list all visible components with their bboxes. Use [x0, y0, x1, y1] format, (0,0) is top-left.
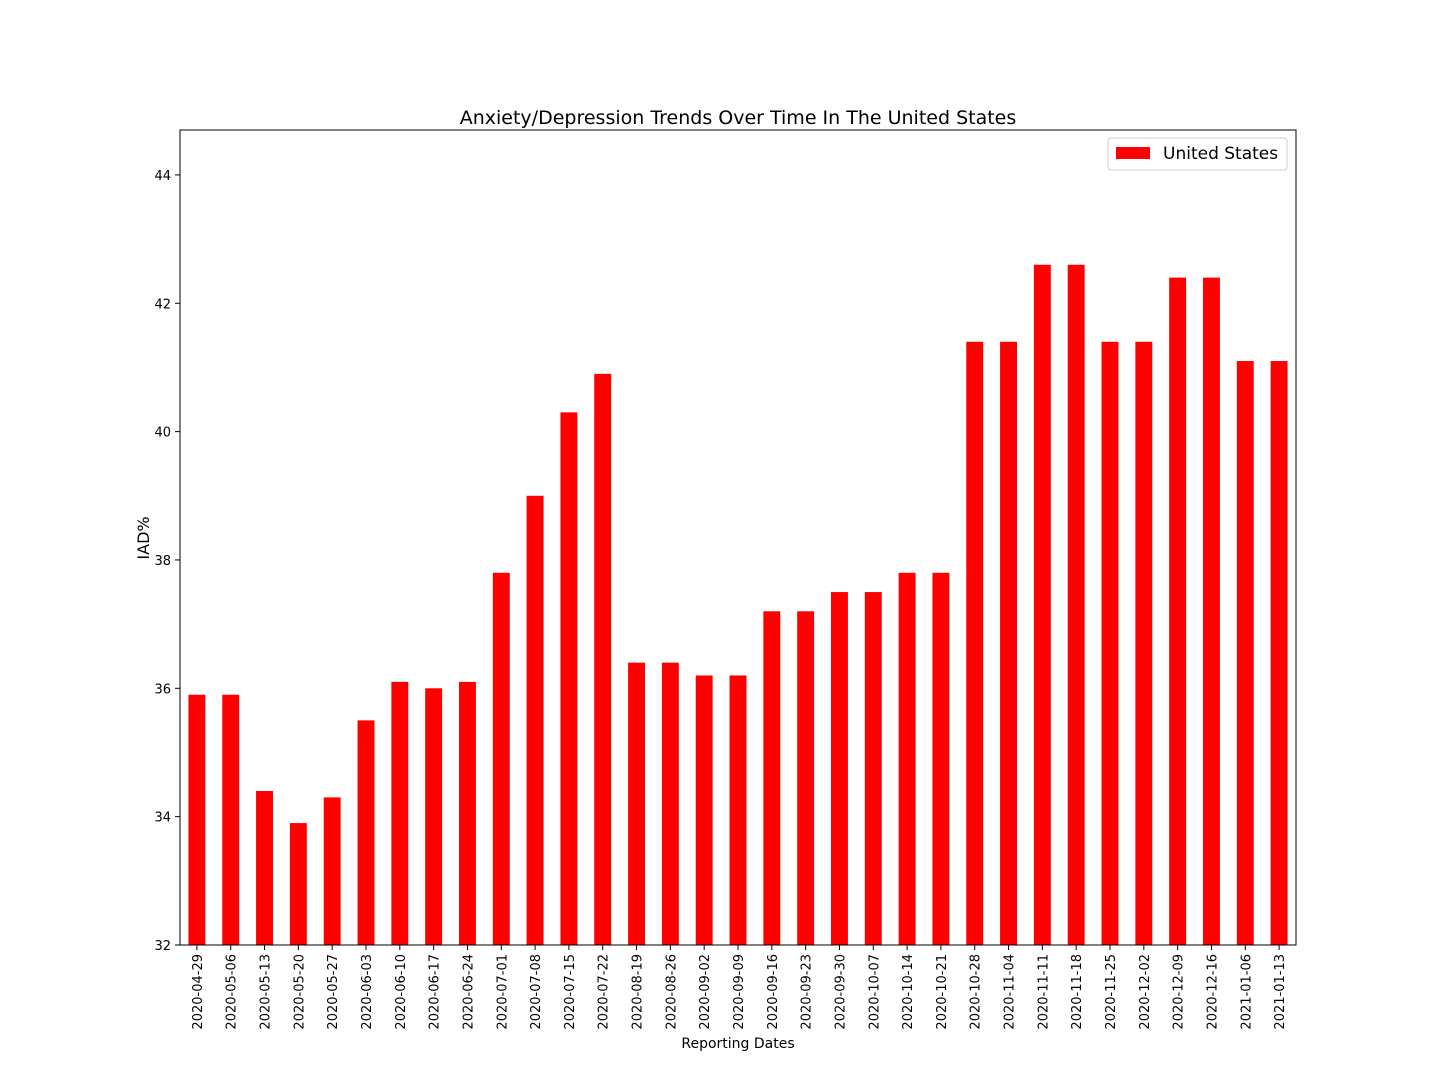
x-tick-label: 2020-12-09 — [1172, 954, 1187, 1030]
bar-2020-05-13 — [256, 790, 273, 945]
x-tick-label: 2020-05-27 — [326, 954, 341, 1030]
y-tick-label: 40 — [154, 426, 171, 441]
bar-2020-07-01 — [492, 572, 510, 945]
bar-2020-05-27 — [323, 797, 341, 945]
x-tick-label: 2020-06-10 — [394, 954, 409, 1030]
bar-2021-01-06 — [1236, 361, 1254, 945]
bar-2020-12-02 — [1135, 341, 1153, 945]
x-tick-label: 2020-09-02 — [698, 954, 713, 1030]
x-tick-label: 2020-09-23 — [800, 954, 815, 1030]
x-tick-label: 2020-12-16 — [1205, 954, 1220, 1030]
bar-2020-05-20 — [289, 823, 307, 945]
x-tick-label: 2020-07-15 — [563, 954, 578, 1030]
x-tick-label: 2020-12-02 — [1138, 954, 1153, 1030]
x-tick-label: 2020-05-06 — [225, 954, 240, 1030]
bar-2020-09-23 — [797, 611, 815, 945]
x-tick-label: 2020-10-28 — [969, 954, 984, 1030]
x-tick-label: 2020-06-24 — [461, 954, 476, 1030]
bar-2020-11-04 — [1000, 341, 1017, 945]
x-tick-label: 2020-06-17 — [428, 954, 443, 1030]
x-tick-label: 2020-09-09 — [732, 954, 747, 1030]
bar-2020-04-29 — [188, 694, 206, 945]
bar-2020-09-09 — [729, 675, 747, 945]
y-tick-label: 36 — [154, 682, 171, 697]
bar-2020-06-10 — [391, 681, 409, 945]
legend-label: United States — [1163, 144, 1278, 164]
x-axis-label: Reporting Dates — [681, 1036, 794, 1052]
x-tick-label: 2020-05-13 — [259, 954, 274, 1030]
legend-box — [1107, 137, 1288, 171]
x-tick-label: 2020-05-20 — [292, 954, 307, 1030]
x-tick-label: 2020-06-03 — [360, 954, 375, 1030]
bar-2020-07-15 — [560, 412, 578, 946]
bars-group — [188, 264, 1288, 946]
x-tick-label: 2020-11-18 — [1070, 954, 1085, 1030]
bar-2020-11-25 — [1101, 341, 1119, 945]
bar-2020-05-06 — [222, 694, 240, 945]
x-axis: 2020-04-29 2020-05-06 2020-05-13 2020-05-20… — [191, 945, 1288, 1030]
y-tick-label: 38 — [154, 554, 171, 569]
bar-2020-06-03 — [357, 720, 375, 945]
bar-2020-12-09 — [1169, 277, 1187, 946]
x-tick-label: 2020-10-14 — [901, 954, 916, 1030]
bar-2020-10-28 — [966, 341, 984, 945]
bar-2020-09-30 — [831, 592, 848, 945]
x-tick-label: 2020-09-16 — [766, 954, 781, 1030]
bar-2020-10-14 — [898, 572, 916, 945]
y-axis-label: IAD% — [134, 516, 153, 559]
bar-2020-09-02 — [695, 675, 713, 945]
x-tick-label: 2020-10-21 — [935, 954, 950, 1030]
x-tick-label: 2020-09-30 — [833, 954, 848, 1030]
bar-2020-10-21 — [932, 572, 950, 945]
x-tick-label: 2020-07-01 — [495, 954, 510, 1030]
bar-2020-07-22 — [594, 373, 612, 945]
y-tick-label: 42 — [154, 297, 171, 312]
x-tick-label: 2020-04-29 — [191, 954, 206, 1030]
bar-2020-11-11 — [1033, 264, 1051, 945]
bar-2020-12-16 — [1203, 277, 1220, 946]
bar-2021-01-13 — [1270, 361, 1288, 945]
x-tick-label: 2020-07-22 — [597, 954, 612, 1030]
y-tick-label: 44 — [154, 169, 171, 184]
x-tick-label: 2020-07-08 — [529, 954, 544, 1030]
chart-title: Anxiety/Depression Trends Over Time In T… — [460, 107, 1017, 129]
bar-2020-06-24 — [459, 681, 476, 945]
x-tick-label: 2021-01-06 — [1239, 954, 1254, 1030]
legend-swatch — [1116, 147, 1150, 159]
x-tick-label: 2020-10-07 — [867, 954, 882, 1030]
bar-2020-08-19 — [628, 662, 645, 945]
x-tick-label: 2020-11-25 — [1104, 954, 1119, 1030]
x-tick-label: 2020-08-19 — [631, 954, 646, 1030]
bar-2020-11-18 — [1067, 264, 1085, 945]
x-tick-label: 2020-08-26 — [664, 954, 679, 1030]
bar-2020-09-16 — [763, 611, 781, 945]
x-tick-label: 2020-11-11 — [1036, 954, 1051, 1030]
bar-2020-08-26 — [661, 662, 679, 945]
y-tick-label: 32 — [154, 939, 171, 954]
bar-2020-06-17 — [425, 688, 443, 945]
bar-2020-10-07 — [864, 592, 882, 945]
x-tick-label: 2020-11-04 — [1003, 954, 1018, 1030]
y-tick-label: 34 — [154, 811, 171, 826]
y-axis: 32 34 36 38 40 42 44 — [154, 169, 180, 954]
legend: United States — [1107, 137, 1288, 171]
x-tick-label: 2021-01-13 — [1273, 954, 1288, 1030]
bar-2020-07-08 — [526, 495, 544, 945]
